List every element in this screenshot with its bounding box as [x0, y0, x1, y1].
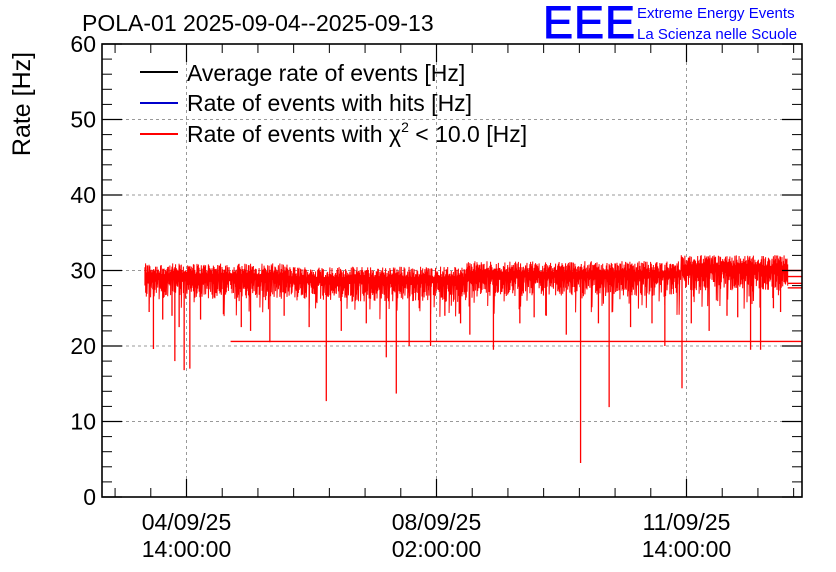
y-axis-label: Rate [Hz]	[8, 52, 36, 156]
legend-label-average: Average rate of events [Hz]	[187, 60, 465, 86]
chart-title: POLA-01 2025-09-04--2025-09-13	[82, 10, 434, 36]
y-tick-label: 20	[70, 333, 96, 359]
legend-label-chi2: Rate of events with χ2 < 10.0 [Hz]	[187, 119, 527, 147]
legend-label-chi2-prefix: Rate of events with χ	[187, 121, 401, 147]
eee-branding: EEE Extreme Energy Events La Scienza nel…	[543, 0, 798, 49]
rate-series	[144, 255, 802, 464]
x-tick-label-date: 11/09/25	[643, 509, 731, 535]
y-tick-label: 50	[70, 107, 96, 133]
axis-ticks	[102, 43, 802, 498]
y-tick-label: 0	[83, 484, 96, 510]
y-tick-label: 10	[70, 409, 96, 435]
legend-label-chi2-sup: 2	[401, 119, 409, 135]
legend: Average rate of events [Hz] Rate of even…	[140, 60, 527, 147]
axis-tick-labels: 010203040506004/09/2514:00:0008/09/2502:…	[70, 31, 731, 562]
branding-line-1: Extreme Energy Events	[637, 5, 795, 22]
x-tick-label-date: 08/09/25	[392, 509, 482, 535]
legend-label-hits: Rate of events with hits [Hz]	[187, 90, 472, 116]
x-tick-label-date: 04/09/25	[142, 509, 232, 535]
legend-label-chi2-suffix: < 10.0 [Hz]	[409, 121, 527, 147]
x-tick-label-time: 14:00:00	[142, 536, 232, 562]
branding-line-2: La Scienza nelle Scuole	[637, 26, 797, 43]
y-tick-label: 40	[70, 182, 96, 208]
y-tick-label: 30	[70, 258, 96, 284]
x-tick-label-time: 02:00:00	[392, 536, 482, 562]
series-trace	[144, 255, 789, 320]
y-tick-label: 60	[70, 31, 96, 57]
x-tick-label-time: 14:00:00	[642, 536, 732, 562]
eee-logo: EEE	[543, 0, 636, 48]
